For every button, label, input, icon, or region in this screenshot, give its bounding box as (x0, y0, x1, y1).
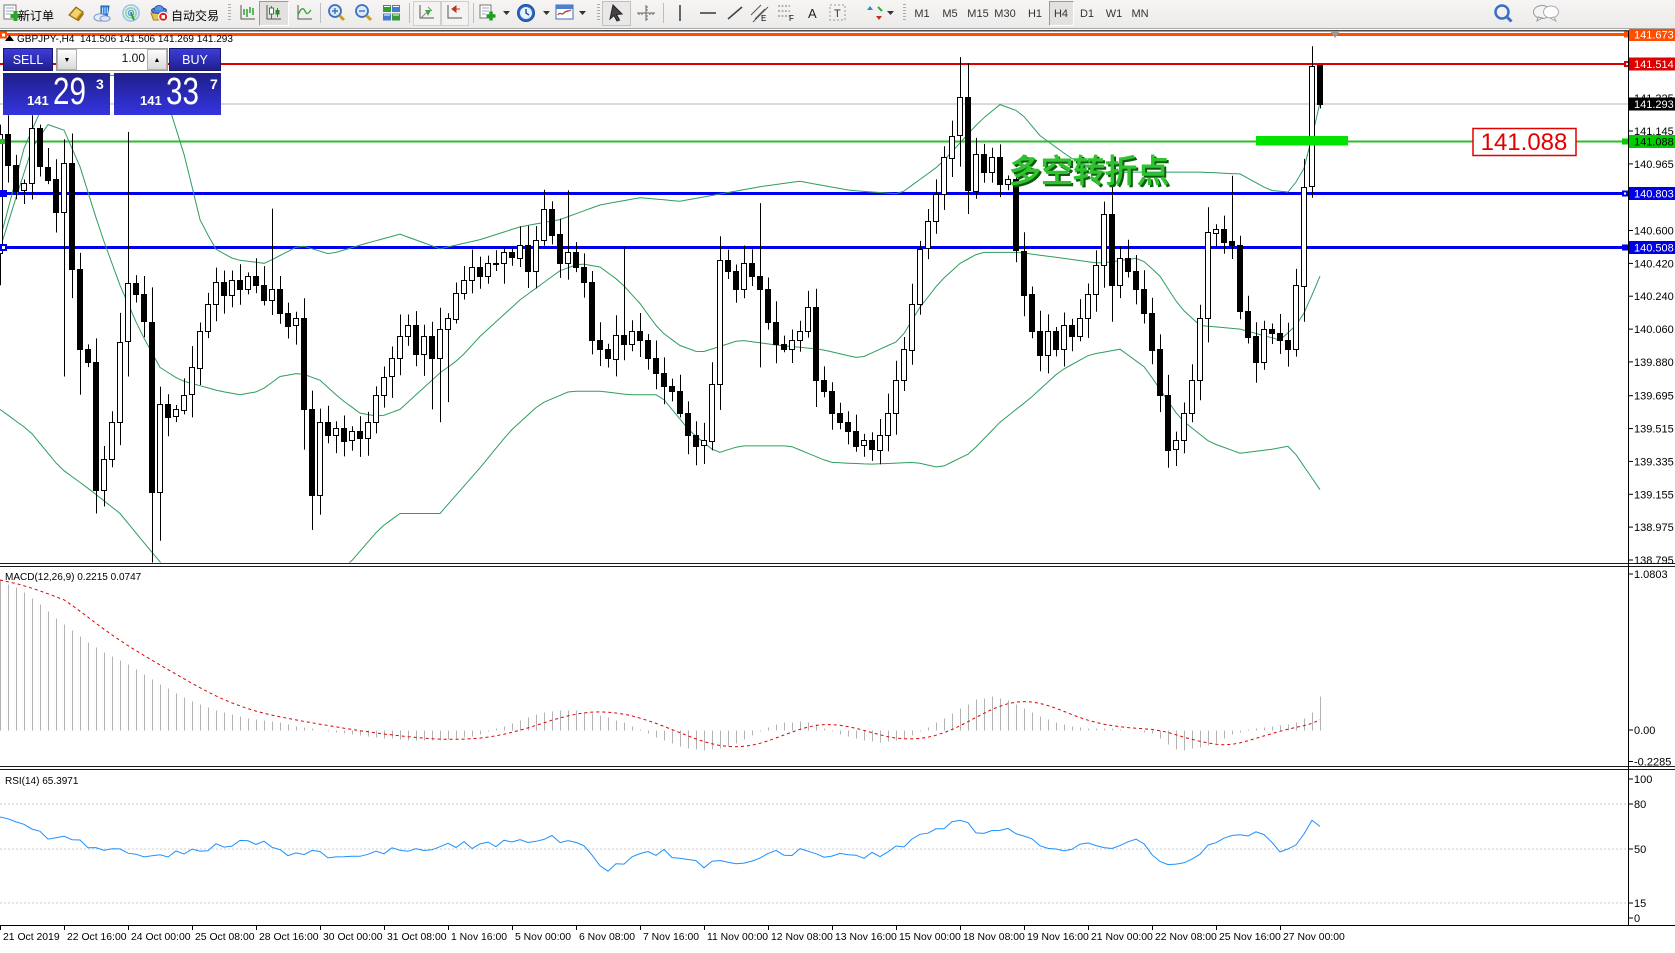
svg-text:31 Oct 08:00: 31 Oct 08:00 (387, 932, 447, 943)
svg-text:141.293: 141.293 (1634, 99, 1674, 111)
svg-text:140.060: 140.060 (1634, 324, 1674, 336)
svg-text:50: 50 (1634, 844, 1646, 856)
svg-text:21 Nov 00:00: 21 Nov 00:00 (1091, 932, 1153, 943)
svg-text:100: 100 (1634, 774, 1652, 786)
svg-text:141.514: 141.514 (1634, 59, 1674, 71)
svg-text:0.00: 0.00 (1634, 725, 1655, 737)
svg-text:138.975: 138.975 (1634, 522, 1674, 534)
svg-text:1.0803: 1.0803 (1634, 569, 1668, 581)
svg-text:139.335: 139.335 (1634, 456, 1674, 468)
svg-text:7 Nov 16:00: 7 Nov 16:00 (643, 932, 699, 943)
svg-text:25 Nov 16:00: 25 Nov 16:00 (1219, 932, 1281, 943)
svg-text:F: F (789, 14, 794, 23)
svg-text:多空转折点: 多空转折点 (1009, 153, 1169, 189)
svg-text:141.088: 141.088 (1634, 137, 1674, 149)
svg-text:15: 15 (1634, 898, 1646, 910)
svg-text:25 Oct 08:00: 25 Oct 08:00 (195, 932, 255, 943)
svg-text:22 Nov 08:00: 22 Nov 08:00 (1155, 932, 1217, 943)
svg-text:19 Nov 16:00: 19 Nov 16:00 (1027, 932, 1089, 943)
svg-text:T: T (834, 8, 841, 20)
svg-text:E: E (761, 14, 766, 23)
svg-text:GBPJPY-,H4 141.506 141.506 14: GBPJPY-,H4 141.506 141.506 141.269 141.2… (17, 34, 233, 45)
svg-text:140.240: 140.240 (1634, 291, 1674, 303)
svg-text:22 Oct 16:00: 22 Oct 16:00 (67, 932, 127, 943)
svg-text:6 Nov 08:00: 6 Nov 08:00 (579, 932, 635, 943)
svg-text:140.803: 140.803 (1634, 189, 1674, 201)
svg-text:27 Nov 00:00: 27 Nov 00:00 (1283, 932, 1345, 943)
svg-text:140.508: 140.508 (1634, 243, 1674, 255)
svg-text:140.965: 140.965 (1634, 159, 1674, 171)
svg-text:15 Nov 00:00: 15 Nov 00:00 (899, 932, 961, 943)
svg-text:5 Nov 00:00: 5 Nov 00:00 (515, 932, 571, 943)
svg-text:141.088: 141.088 (1481, 129, 1568, 156)
svg-text:RSI(14) 65.3971: RSI(14) 65.3971 (5, 776, 79, 787)
svg-text:139.880: 139.880 (1634, 357, 1674, 369)
svg-text:1 Nov 16:00: 1 Nov 16:00 (451, 932, 507, 943)
svg-text:13 Nov 16:00: 13 Nov 16:00 (835, 932, 897, 943)
svg-text:21 Oct 2019: 21 Oct 2019 (3, 932, 60, 943)
svg-text:138.795: 138.795 (1634, 555, 1674, 567)
svg-text:18 Nov 08:00: 18 Nov 08:00 (963, 932, 1025, 943)
svg-text:12 Nov 08:00: 12 Nov 08:00 (771, 932, 833, 943)
svg-text:139.695: 139.695 (1634, 391, 1674, 403)
svg-text:30 Oct 00:00: 30 Oct 00:00 (323, 932, 383, 943)
svg-text:80: 80 (1634, 799, 1646, 811)
svg-text:-0.2285: -0.2285 (1634, 757, 1671, 769)
svg-text:139.155: 139.155 (1634, 489, 1674, 501)
svg-text:140.600: 140.600 (1634, 226, 1674, 238)
svg-text:140.420: 140.420 (1634, 258, 1674, 270)
svg-text:0: 0 (1634, 913, 1640, 925)
svg-text:141.673: 141.673 (1634, 30, 1674, 42)
svg-text:28 Oct 16:00: 28 Oct 16:00 (259, 932, 319, 943)
svg-text:多空转折点: 多空转折点 (1011, 155, 1171, 191)
svg-text:139.515: 139.515 (1634, 424, 1674, 436)
svg-text:11 Nov 00:00: 11 Nov 00:00 (707, 932, 768, 943)
svg-text:24 Oct 00:00: 24 Oct 00:00 (131, 932, 191, 943)
svg-text:MACD(12,26,9) 0.2215 0.0747: MACD(12,26,9) 0.2215 0.0747 (5, 572, 142, 583)
